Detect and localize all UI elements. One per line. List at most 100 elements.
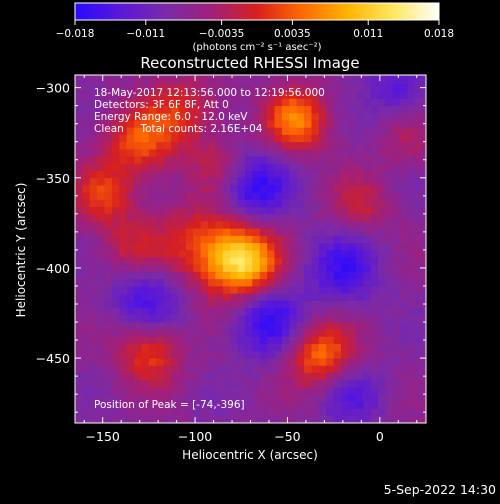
heatmap-cell [244, 285, 253, 294]
heatmap-cell [244, 235, 253, 244]
heatmap-cell [148, 170, 157, 179]
heatmap-cell [318, 358, 327, 366]
heatmap-cell [185, 206, 194, 215]
heatmap-cell [75, 105, 83, 114]
heatmap-cell [311, 285, 320, 294]
heatmap-cell [311, 148, 320, 157]
heatmap-cell [75, 249, 83, 258]
heatmap-cell [281, 278, 290, 287]
heatmap-cell [89, 199, 98, 208]
heatmap-cell [377, 120, 386, 128]
heatmap-cell [355, 98, 364, 107]
heatmap-cell [318, 264, 327, 272]
heatmap-cell [75, 300, 83, 308]
heatmap-cell [208, 120, 216, 128]
heatmap-cell [163, 372, 172, 381]
heatmap-cell [311, 408, 320, 417]
heatmap-cell [348, 120, 357, 128]
heatmap-cell [348, 141, 357, 150]
heatmap-cell [82, 415, 91, 423]
heatmap-cell [75, 235, 83, 244]
heatmap-cell [237, 213, 246, 222]
heatmap-cell [333, 105, 342, 114]
heatmap-cell [348, 235, 357, 244]
heatmap-cell [259, 372, 268, 381]
heatmap-cell [97, 329, 105, 337]
heatmap-cell [259, 91, 268, 99]
heatmap-cell [97, 221, 105, 229]
heatmap-cell [296, 293, 305, 301]
heatmap-cell [363, 213, 371, 222]
heatmap-cell [363, 372, 371, 381]
heatmap-cell [244, 84, 253, 92]
heatmap-cell [104, 264, 113, 272]
heatmap-cell [237, 199, 246, 208]
heatmap-cell [296, 242, 305, 251]
heatmap-cell [163, 134, 172, 143]
heatmap-cell [377, 336, 386, 345]
heatmap-cell [97, 105, 105, 114]
heatmap-cell [237, 408, 246, 417]
heatmap-cell [370, 278, 379, 287]
heatmap-cell [355, 235, 364, 244]
heatmap-cell [326, 314, 335, 323]
heatmap-cell [333, 365, 342, 373]
heatmap-cell [252, 415, 261, 423]
heatmap-cell [274, 408, 283, 417]
heatmap-cell [148, 386, 157, 395]
heatmap-cell [244, 98, 253, 107]
heatmap-cell [355, 322, 364, 330]
heatmap-cell [414, 75, 423, 78]
heatmap-cell [148, 221, 157, 229]
annotation-block: 18-May-2017 12:13:56.000 to 12:19:56.000… [94, 87, 325, 135]
heatmap-cell [200, 271, 209, 280]
heatmap-cell [259, 350, 268, 359]
heatmap-cell [355, 264, 364, 272]
heatmap-cell [281, 105, 290, 114]
heatmap-cell [422, 105, 426, 114]
heatmap-cell [193, 141, 202, 150]
heatmap-cell [104, 293, 113, 301]
heatmap-cell [200, 192, 209, 200]
heatmap-cell [281, 300, 290, 308]
heatmap-cell [119, 242, 128, 251]
heatmap-cell [244, 120, 253, 128]
heatmap-cell [119, 293, 128, 301]
heatmap-cell [326, 293, 335, 301]
heatmap-cell [185, 386, 194, 395]
heatmap-cell [230, 401, 238, 409]
heatmap-cell [304, 307, 312, 316]
heatmap-cell [171, 386, 179, 395]
heatmap-cell [178, 394, 187, 402]
heatmap-cell [341, 105, 349, 114]
heatmap-cell [341, 148, 349, 157]
heatmap-cell [244, 336, 253, 345]
heatmap-cell [392, 127, 401, 135]
heatmap-cell [244, 177, 253, 186]
heatmap-cell [348, 365, 357, 373]
heatmap-cell [414, 264, 423, 272]
heatmap-cell [259, 84, 268, 92]
heatmap-cell [97, 278, 105, 287]
heatmap-cell [296, 127, 305, 135]
heatmap-cell [281, 372, 290, 381]
heatmap-cell [97, 307, 105, 316]
heatmap-cell [185, 84, 194, 92]
heatmap-cell [237, 177, 246, 186]
heatmap-cell [326, 235, 335, 244]
heatmap-cell [407, 75, 416, 78]
heatmap-cell [341, 322, 349, 330]
heatmap-cell [89, 192, 98, 200]
heatmap-cell [377, 242, 386, 251]
heatmap-cell [82, 206, 91, 215]
heatmap-cell [97, 98, 105, 107]
heatmap-cell [252, 91, 261, 99]
heatmap-cell [311, 127, 320, 135]
heatmap-cell [111, 235, 120, 244]
heatmap-cell [148, 314, 157, 323]
heatmap-cell [82, 177, 91, 186]
heatmap-cell [104, 91, 113, 99]
heatmap-cell [363, 264, 371, 272]
heatmap-cell [141, 192, 150, 200]
heatmap-cell [400, 148, 408, 157]
